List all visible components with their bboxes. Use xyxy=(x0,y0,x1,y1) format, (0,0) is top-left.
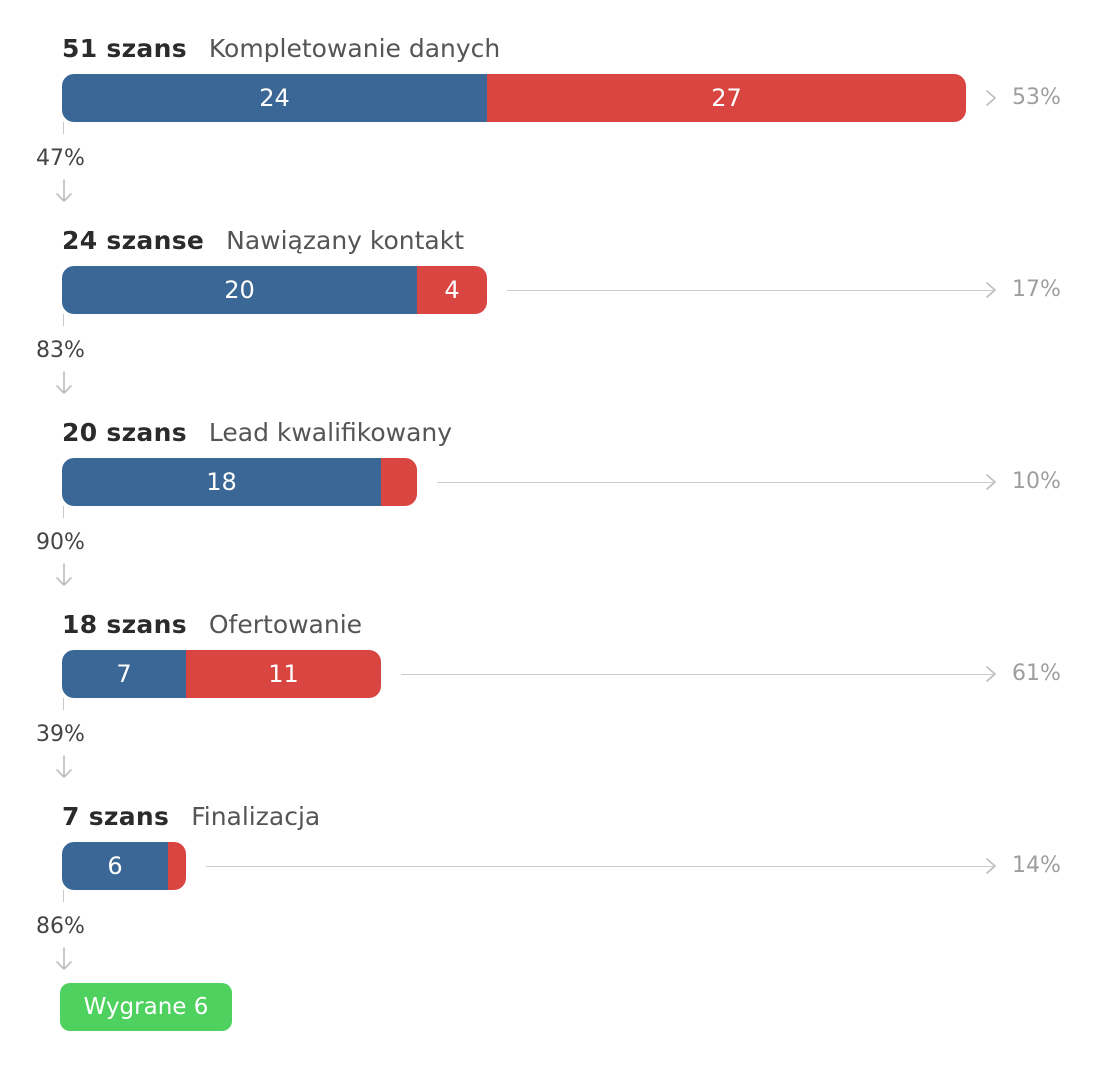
arrow-down-icon xyxy=(56,179,72,202)
conversion-percent: 86% xyxy=(36,914,85,939)
stage-count: 20 szans xyxy=(62,418,187,447)
won-badge[interactable]: Wygrane 6 xyxy=(60,983,232,1031)
chevron-right-icon xyxy=(986,90,996,106)
passed-segment[interactable]: 20 xyxy=(62,266,417,314)
loss-connector-line xyxy=(507,290,996,291)
stage-count: 18 szans xyxy=(62,610,187,639)
loss-connector-line xyxy=(401,674,996,675)
stage-bar[interactable]: 20 4 xyxy=(62,266,487,314)
stage-name: Nawiązany kontakt xyxy=(226,226,465,255)
loss-percent: 14% xyxy=(1012,853,1061,878)
loss-connector-line xyxy=(437,482,996,483)
conversion-percent: 47% xyxy=(36,146,85,171)
passed-segment[interactable]: 6 xyxy=(62,842,168,890)
passed-segment[interactable]: 7 xyxy=(62,650,186,698)
chevron-right-icon xyxy=(986,474,996,490)
arrow-down-icon xyxy=(56,563,72,586)
lost-segment[interactable] xyxy=(168,842,186,890)
stage-count: 24 szanse xyxy=(62,226,205,255)
stage-bar[interactable]: 18 xyxy=(62,458,417,506)
stage-connector-line xyxy=(63,698,64,710)
stage-bar[interactable]: 24 27 xyxy=(62,74,966,122)
loss-percent: 61% xyxy=(1012,661,1061,686)
stage-header: 7 szans Finalizacja xyxy=(62,799,320,835)
arrow-down-icon xyxy=(56,755,72,778)
conversion-percent: 39% xyxy=(36,722,85,747)
stage-name: Finalizacja xyxy=(191,802,321,831)
stage-header: 51 szans Kompletowanie danych xyxy=(62,31,500,67)
conversion-percent: 90% xyxy=(36,530,85,555)
loss-connector-line xyxy=(206,866,996,867)
stage-bar[interactable]: 7 11 xyxy=(62,650,381,698)
chevron-right-icon xyxy=(986,282,996,298)
passed-segment[interactable]: 24 xyxy=(62,74,487,122)
stage-count: 51 szans xyxy=(62,34,187,63)
stage-header: 20 szans Lead kwalifikowany xyxy=(62,415,452,451)
stage-header: 18 szans Ofertowanie xyxy=(62,607,362,643)
conversion-percent: 83% xyxy=(36,338,85,363)
stage-connector-line xyxy=(63,506,64,518)
stage-header: 24 szanse Nawiązany kontakt xyxy=(62,223,464,259)
stage-connector-line xyxy=(63,890,64,902)
stage-connector-line xyxy=(63,122,64,134)
stage-count: 7 szans xyxy=(62,802,170,831)
lost-segment[interactable]: 27 xyxy=(487,74,966,122)
loss-percent: 10% xyxy=(1012,469,1061,494)
lost-segment[interactable]: 4 xyxy=(417,266,487,314)
arrow-down-icon xyxy=(56,947,72,970)
loss-percent: 17% xyxy=(1012,277,1061,302)
stage-name: Kompletowanie danych xyxy=(208,34,501,63)
chevron-right-icon xyxy=(986,858,996,874)
loss-percent: 53% xyxy=(1012,85,1061,110)
chevron-right-icon xyxy=(986,666,996,682)
passed-segment[interactable]: 18 xyxy=(62,458,381,506)
stage-name: Lead kwalifikowany xyxy=(208,418,453,447)
stage-connector-line xyxy=(63,314,64,326)
stage-name: Ofertowanie xyxy=(208,610,363,639)
stage-bar[interactable]: 6 xyxy=(62,842,186,890)
lost-segment[interactable] xyxy=(381,458,417,506)
arrow-down-icon xyxy=(56,371,72,394)
lost-segment[interactable]: 11 xyxy=(186,650,381,698)
